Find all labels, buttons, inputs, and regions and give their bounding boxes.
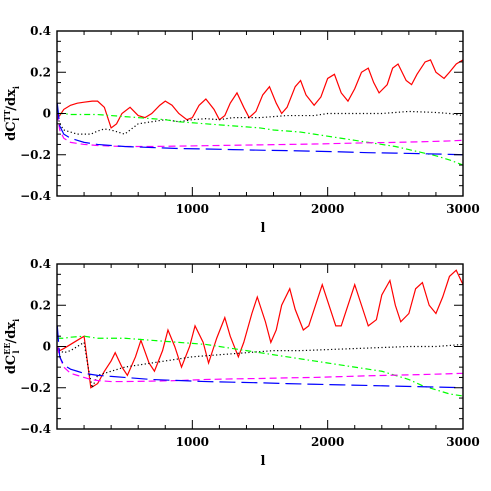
x-tick-label: 1000: [176, 435, 209, 449]
y-tick-label: 0.4: [30, 24, 51, 38]
x-tick-label: 3000: [446, 202, 479, 216]
series-group: [57, 269, 463, 397]
y-tick-label: 0: [43, 340, 51, 354]
x-tick-label: 2000: [311, 435, 344, 449]
x-tick-label: 1000: [176, 202, 209, 216]
plot-frame: [56, 263, 464, 430]
plot-frame: [56, 30, 464, 197]
series-line-3: [57, 335, 463, 397]
x-tick-label: 3000: [446, 435, 479, 449]
series-line-5: [57, 325, 463, 389]
x-axis-label: l: [261, 221, 266, 236]
y-axis-label: dCTTl/dxi: [2, 86, 21, 141]
y-tick-label: −0.2: [20, 148, 51, 162]
y-tick-label: −0.4: [20, 422, 51, 436]
y-axis-label: dCEEl/dxi: [2, 319, 21, 374]
series-line-1: [57, 59, 463, 129]
series-group: [57, 59, 463, 166]
y-tick-label: −0.4: [20, 189, 51, 203]
y-tick-label: 0.2: [30, 65, 51, 79]
y-tick-label: 0.4: [30, 257, 51, 271]
y-tick-label: 0.2: [30, 298, 51, 312]
series-line-4: [57, 346, 463, 383]
series-line-2: [57, 110, 463, 135]
y-tick-label: −0.2: [20, 381, 51, 395]
ee-chart-panel: 1000 2000 3000 −0.4 −0.2 0 0.2 0.4 l dCEEl/dxi: [2, 257, 480, 469]
x-axis-label: l: [261, 454, 266, 469]
series-line-3: [57, 112, 463, 166]
x-tick-label: 2000: [311, 202, 344, 216]
series-line-1: [57, 269, 463, 389]
series-line-4: [57, 113, 463, 148]
series-line-2: [57, 341, 463, 390]
tt-chart-panel: 1000 2000 3000 −0.4 −0.2 0 0.2 0.4 l dCTTl/dxi: [2, 24, 480, 236]
series-line-5: [57, 103, 463, 156]
y-tick-label: 0: [43, 107, 51, 121]
